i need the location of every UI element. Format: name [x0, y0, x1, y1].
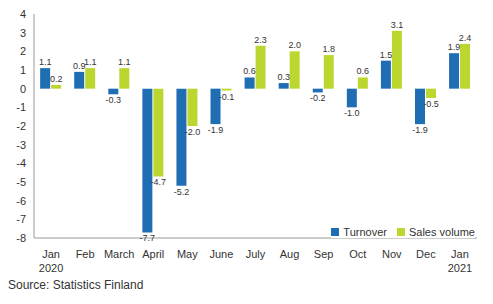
- svg-text:-6: -6: [16, 195, 26, 207]
- svg-text:1.1: 1.1: [118, 57, 131, 67]
- svg-text:April: April: [142, 248, 164, 260]
- svg-text:Dec: Dec: [416, 248, 436, 260]
- svg-text:-0.5: -0.5: [423, 99, 439, 109]
- html-text:Turnover: Turnover: [343, 226, 387, 238]
- svg-text:May: May: [177, 248, 198, 260]
- svg-text:1: 1: [20, 64, 26, 76]
- svg-text:-2: -2: [16, 120, 26, 132]
- svg-text:-5.2: -5.2: [174, 187, 190, 197]
- svg-text:-1: -1: [16, 101, 26, 113]
- svg-text:-8: -8: [16, 232, 26, 244]
- svg-text:Feb: Feb: [76, 248, 95, 260]
- svg-text:July: July: [246, 248, 266, 260]
- svg-text:0: 0: [20, 83, 26, 95]
- svg-text:-5: -5: [16, 176, 26, 188]
- svg-text:2.4: 2.4: [459, 33, 472, 43]
- svg-text:June: June: [209, 248, 233, 260]
- svg-text:-1.0: -1.0: [344, 108, 360, 118]
- svg-text:1.9: 1.9: [448, 42, 461, 52]
- svg-text:0.6: 0.6: [357, 66, 370, 76]
- svg-text:2.0: 2.0: [288, 40, 301, 50]
- svg-text:1.1: 1.1: [84, 57, 97, 67]
- svg-text:-3: -3: [16, 139, 26, 151]
- svg-text:-4.7: -4.7: [151, 177, 167, 187]
- svg-text:0.6: 0.6: [243, 66, 256, 76]
- svg-text:1.8: 1.8: [322, 44, 335, 54]
- svg-text:2.3: 2.3: [254, 35, 267, 45]
- svg-text:Sep: Sep: [314, 248, 334, 260]
- svg-text:0.9: 0.9: [73, 60, 86, 71]
- svg-text:Aug: Aug: [280, 248, 300, 260]
- svg-text:March: March: [104, 248, 135, 260]
- svg-text:3: 3: [20, 27, 26, 39]
- svg-text:-2.0: -2.0: [185, 127, 201, 137]
- svg-text:1.5: 1.5: [380, 50, 393, 60]
- svg-text:-1.9: -1.9: [208, 125, 224, 135]
- svg-text:0.2: 0.2: [50, 74, 63, 84]
- svg-text:-0.2: -0.2: [310, 93, 326, 103]
- svg-text:Nov: Nov: [382, 248, 402, 260]
- html-text:Source: Statistics Finland: Source: Statistics Finland: [8, 278, 144, 292]
- svg-text:-7: -7: [16, 213, 26, 225]
- svg-text:Oct: Oct: [349, 248, 366, 260]
- svg-text:Jan2021: Jan2021: [448, 248, 472, 274]
- svg-text:-0.3: -0.3: [106, 95, 122, 105]
- html-text:Sales volume: Sales volume: [409, 226, 475, 238]
- svg-text:4: 4: [20, 8, 26, 20]
- svg-text:Jan2020: Jan2020: [39, 248, 63, 274]
- svg-text:-1.9: -1.9: [412, 125, 428, 135]
- svg-text:-7.7: -7.7: [140, 233, 156, 243]
- svg-text:-0.1: -0.1: [219, 92, 235, 102]
- svg-text:0.3: 0.3: [277, 72, 290, 82]
- svg-text:1.1: 1.1: [39, 57, 52, 67]
- svg-text:3.1: 3.1: [391, 20, 404, 30]
- svg-text:2: 2: [20, 45, 26, 57]
- svg-text:-4: -4: [16, 157, 26, 169]
